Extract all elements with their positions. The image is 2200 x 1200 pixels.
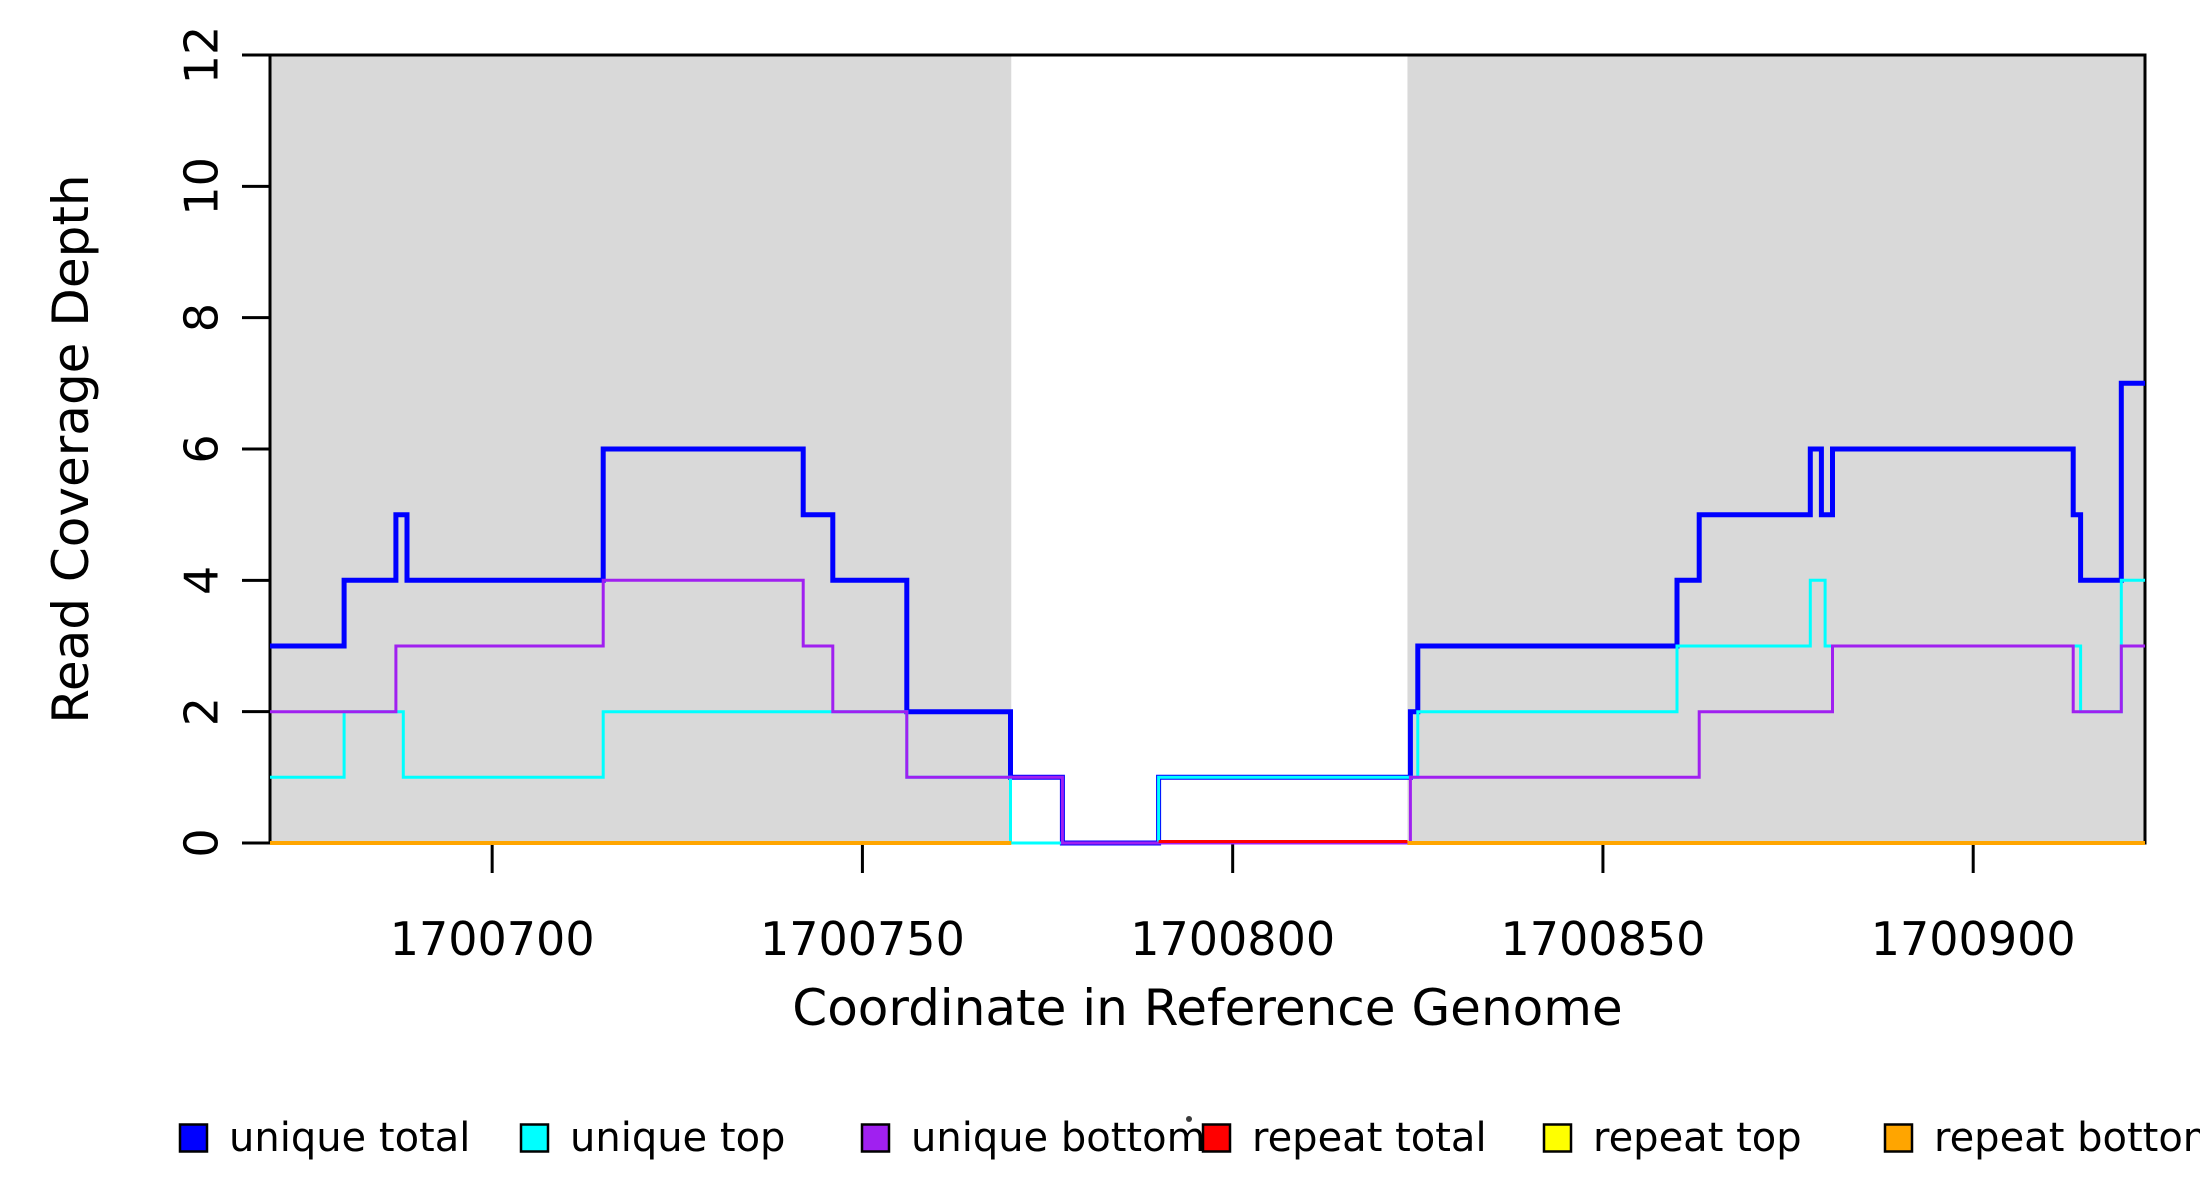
y-axis-tick-label: 0 [175,828,229,857]
legend-label: unique top [570,1115,785,1161]
unique-bottom-line [270,578,2145,845]
legend-item-unique-bottom: unique bottom [860,1115,1206,1161]
legend-label: unique total [229,1115,470,1161]
x-axis-tick-label: 1700750 [760,912,965,966]
legend-item-repeat-total: repeat total [1201,1115,1487,1161]
stray-dot-artifact [1186,1116,1192,1122]
y-axis-tick-label: 12 [175,26,229,85]
x-axis-tick-label: 1700800 [1130,912,1335,966]
y-axis-tick-label: 2 [175,697,229,726]
y-axis-tick-label: 6 [175,434,229,463]
y-axis-tick-label: 10 [175,157,229,216]
y-axis-title: Read Coverage Depth [42,174,100,723]
legend-label: repeat total [1252,1115,1487,1161]
legend-swatch [178,1123,209,1153]
x-axis-title: Coordinate in Reference Genome [792,979,1622,1037]
legend-item-unique-top: unique top [519,1115,785,1161]
x-axis-tick-label: 1700900 [1871,912,2076,966]
legend-label: repeat top [1593,1115,1802,1161]
legend-label: repeat bottom [1934,1115,2200,1161]
legend-item-unique-total: unique total [178,1115,470,1161]
legend-swatch [1542,1123,1573,1153]
x-axis-tick-label: 1700850 [1501,912,1706,966]
y-axis-tick-label: 4 [175,566,229,595]
legend-swatch [1201,1123,1232,1153]
legend-swatch [1883,1123,1914,1153]
legend-swatch [860,1123,891,1153]
x-axis-tick-label: 1700700 [390,912,595,966]
legend-item-repeat-bottom: repeat bottom [1883,1115,2200,1161]
legend-swatch [519,1123,550,1153]
y-axis-tick-label: 8 [175,303,229,332]
legend-item-repeat-top: repeat top [1542,1115,1802,1161]
legend-label: unique bottom [911,1115,1206,1161]
